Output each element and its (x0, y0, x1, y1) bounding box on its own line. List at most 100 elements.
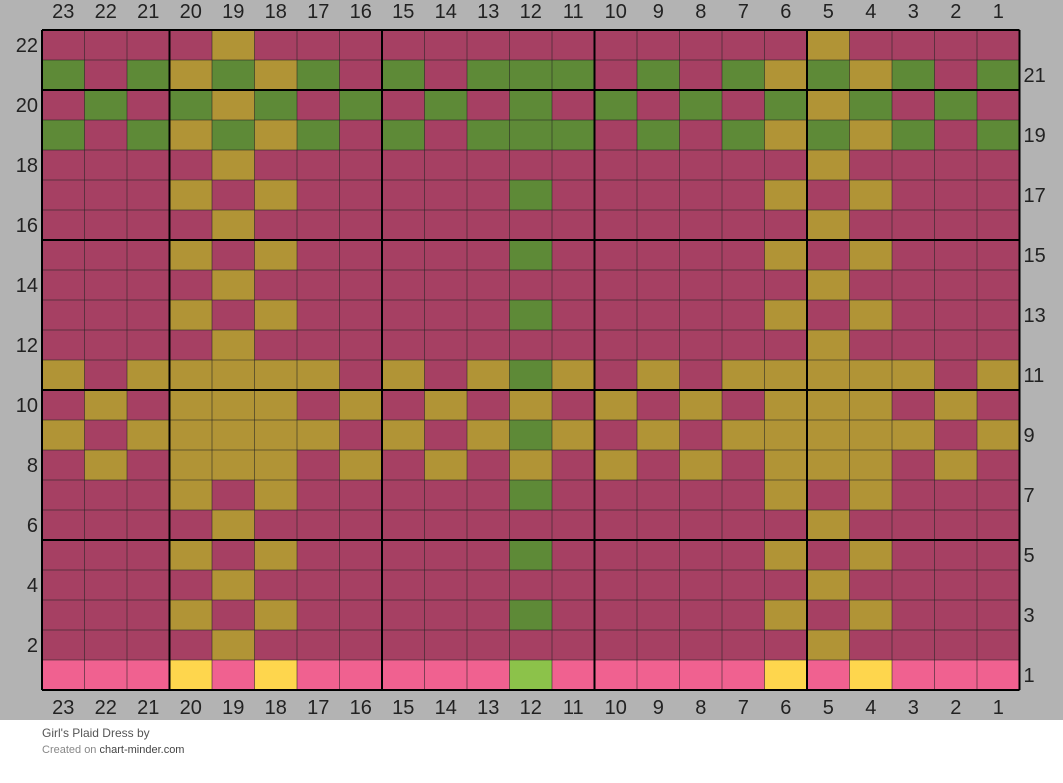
chart-cell (679, 300, 722, 330)
chart-cell (892, 480, 935, 510)
chart-cell (637, 120, 680, 150)
chart-cell (424, 480, 467, 510)
column-number-bottom: 1 (993, 697, 1004, 719)
chart-cell (509, 150, 552, 180)
column-number-top: 5 (823, 1, 834, 23)
chart-cell (467, 660, 510, 690)
column-number-bottom: 7 (738, 697, 749, 719)
chart-cell (849, 60, 892, 90)
chart-cell (977, 510, 1020, 540)
chart-cell (509, 420, 552, 450)
chart-cell (424, 300, 467, 330)
chart-cell (84, 510, 127, 540)
chart-cell (42, 120, 85, 150)
chart-cell (764, 570, 807, 600)
chart-cell (382, 510, 425, 540)
column-number-top: 7 (738, 1, 749, 23)
row-number-right: 9 (1024, 425, 1035, 447)
chart-cell (382, 240, 425, 270)
chart-cell (679, 450, 722, 480)
chart-cell (297, 570, 340, 600)
chart-cell (169, 240, 212, 270)
chart-cell (339, 180, 382, 210)
chart-cell (212, 90, 255, 120)
chart-cell (42, 360, 85, 390)
chart-cell (42, 30, 85, 60)
chart-cell (722, 330, 765, 360)
chart-cell (807, 360, 850, 390)
column-number-top: 15 (392, 1, 414, 23)
chart-cell (637, 30, 680, 60)
chart-cell (297, 330, 340, 360)
chart-cell (467, 570, 510, 600)
chart-cell (849, 300, 892, 330)
chart-cell (934, 510, 977, 540)
chart-cell (509, 630, 552, 660)
chart-cell (552, 570, 595, 600)
chart-cell (254, 270, 297, 300)
chart-cell (212, 660, 255, 690)
chart-cell (382, 210, 425, 240)
chart-cell (977, 60, 1020, 90)
column-number-top: 3 (908, 1, 919, 23)
chart-cell (594, 630, 637, 660)
chart-cell (722, 510, 765, 540)
chart-cell (934, 270, 977, 300)
chart-cell (764, 540, 807, 570)
chart-cell (892, 210, 935, 240)
chart-cell (594, 660, 637, 690)
column-number-bottom: 4 (865, 697, 876, 719)
column-number-bottom: 10 (605, 697, 627, 719)
chart-cell (424, 210, 467, 240)
chart-cell (509, 210, 552, 240)
chart-cell (807, 660, 850, 690)
chart-cell (722, 300, 765, 330)
chart-cell (807, 630, 850, 660)
column-number-bottom: 21 (137, 697, 159, 719)
chart-cell (509, 540, 552, 570)
column-number-top: 12 (520, 1, 542, 23)
chart-cell (977, 90, 1020, 120)
chart-footer: Girl's Plaid Dress by Created on chart-m… (42, 726, 184, 756)
chart-cell (339, 150, 382, 180)
row-number-left: 14 (16, 275, 38, 297)
chart-cell (424, 60, 467, 90)
chart-cell (637, 510, 680, 540)
chart-cell (679, 540, 722, 570)
site-link[interactable]: chart-minder.com (99, 744, 185, 756)
chart-cell (509, 450, 552, 480)
chart-cell (722, 540, 765, 570)
chart-cell (977, 270, 1020, 300)
chart-cell (679, 420, 722, 450)
chart-cell (722, 360, 765, 390)
chart-cell (42, 630, 85, 660)
chart-cell (679, 570, 722, 600)
chart-cell (594, 360, 637, 390)
chart-cell (552, 540, 595, 570)
chart-cell (254, 150, 297, 180)
chart-cell (467, 600, 510, 630)
chart-cell (594, 300, 637, 330)
knitting-chart: 23 23 22 22 21 21 20 20 19 19 18 18 17 17 16 16 15 15 14 14… (0, 0, 1063, 720)
chart-cell (849, 420, 892, 450)
chart-cell (467, 180, 510, 210)
row-number-left: 8 (27, 455, 38, 477)
chart-cell (679, 240, 722, 270)
chart-cell (849, 30, 892, 60)
chart-cell (892, 30, 935, 60)
chart-cell (637, 420, 680, 450)
chart-cell (637, 270, 680, 300)
row-number-left: 20 (16, 95, 38, 117)
chart-cell (382, 450, 425, 480)
chart-cell (722, 390, 765, 420)
row-number-left: 6 (27, 515, 38, 537)
chart-cell (127, 420, 170, 450)
chart-cell (212, 390, 255, 420)
chart-cell (892, 540, 935, 570)
chart-cell (382, 180, 425, 210)
column-number-top: 18 (265, 1, 287, 23)
chart-cell (467, 390, 510, 420)
chart-cell (594, 510, 637, 540)
chart-cell (722, 420, 765, 450)
chart-cell (764, 240, 807, 270)
